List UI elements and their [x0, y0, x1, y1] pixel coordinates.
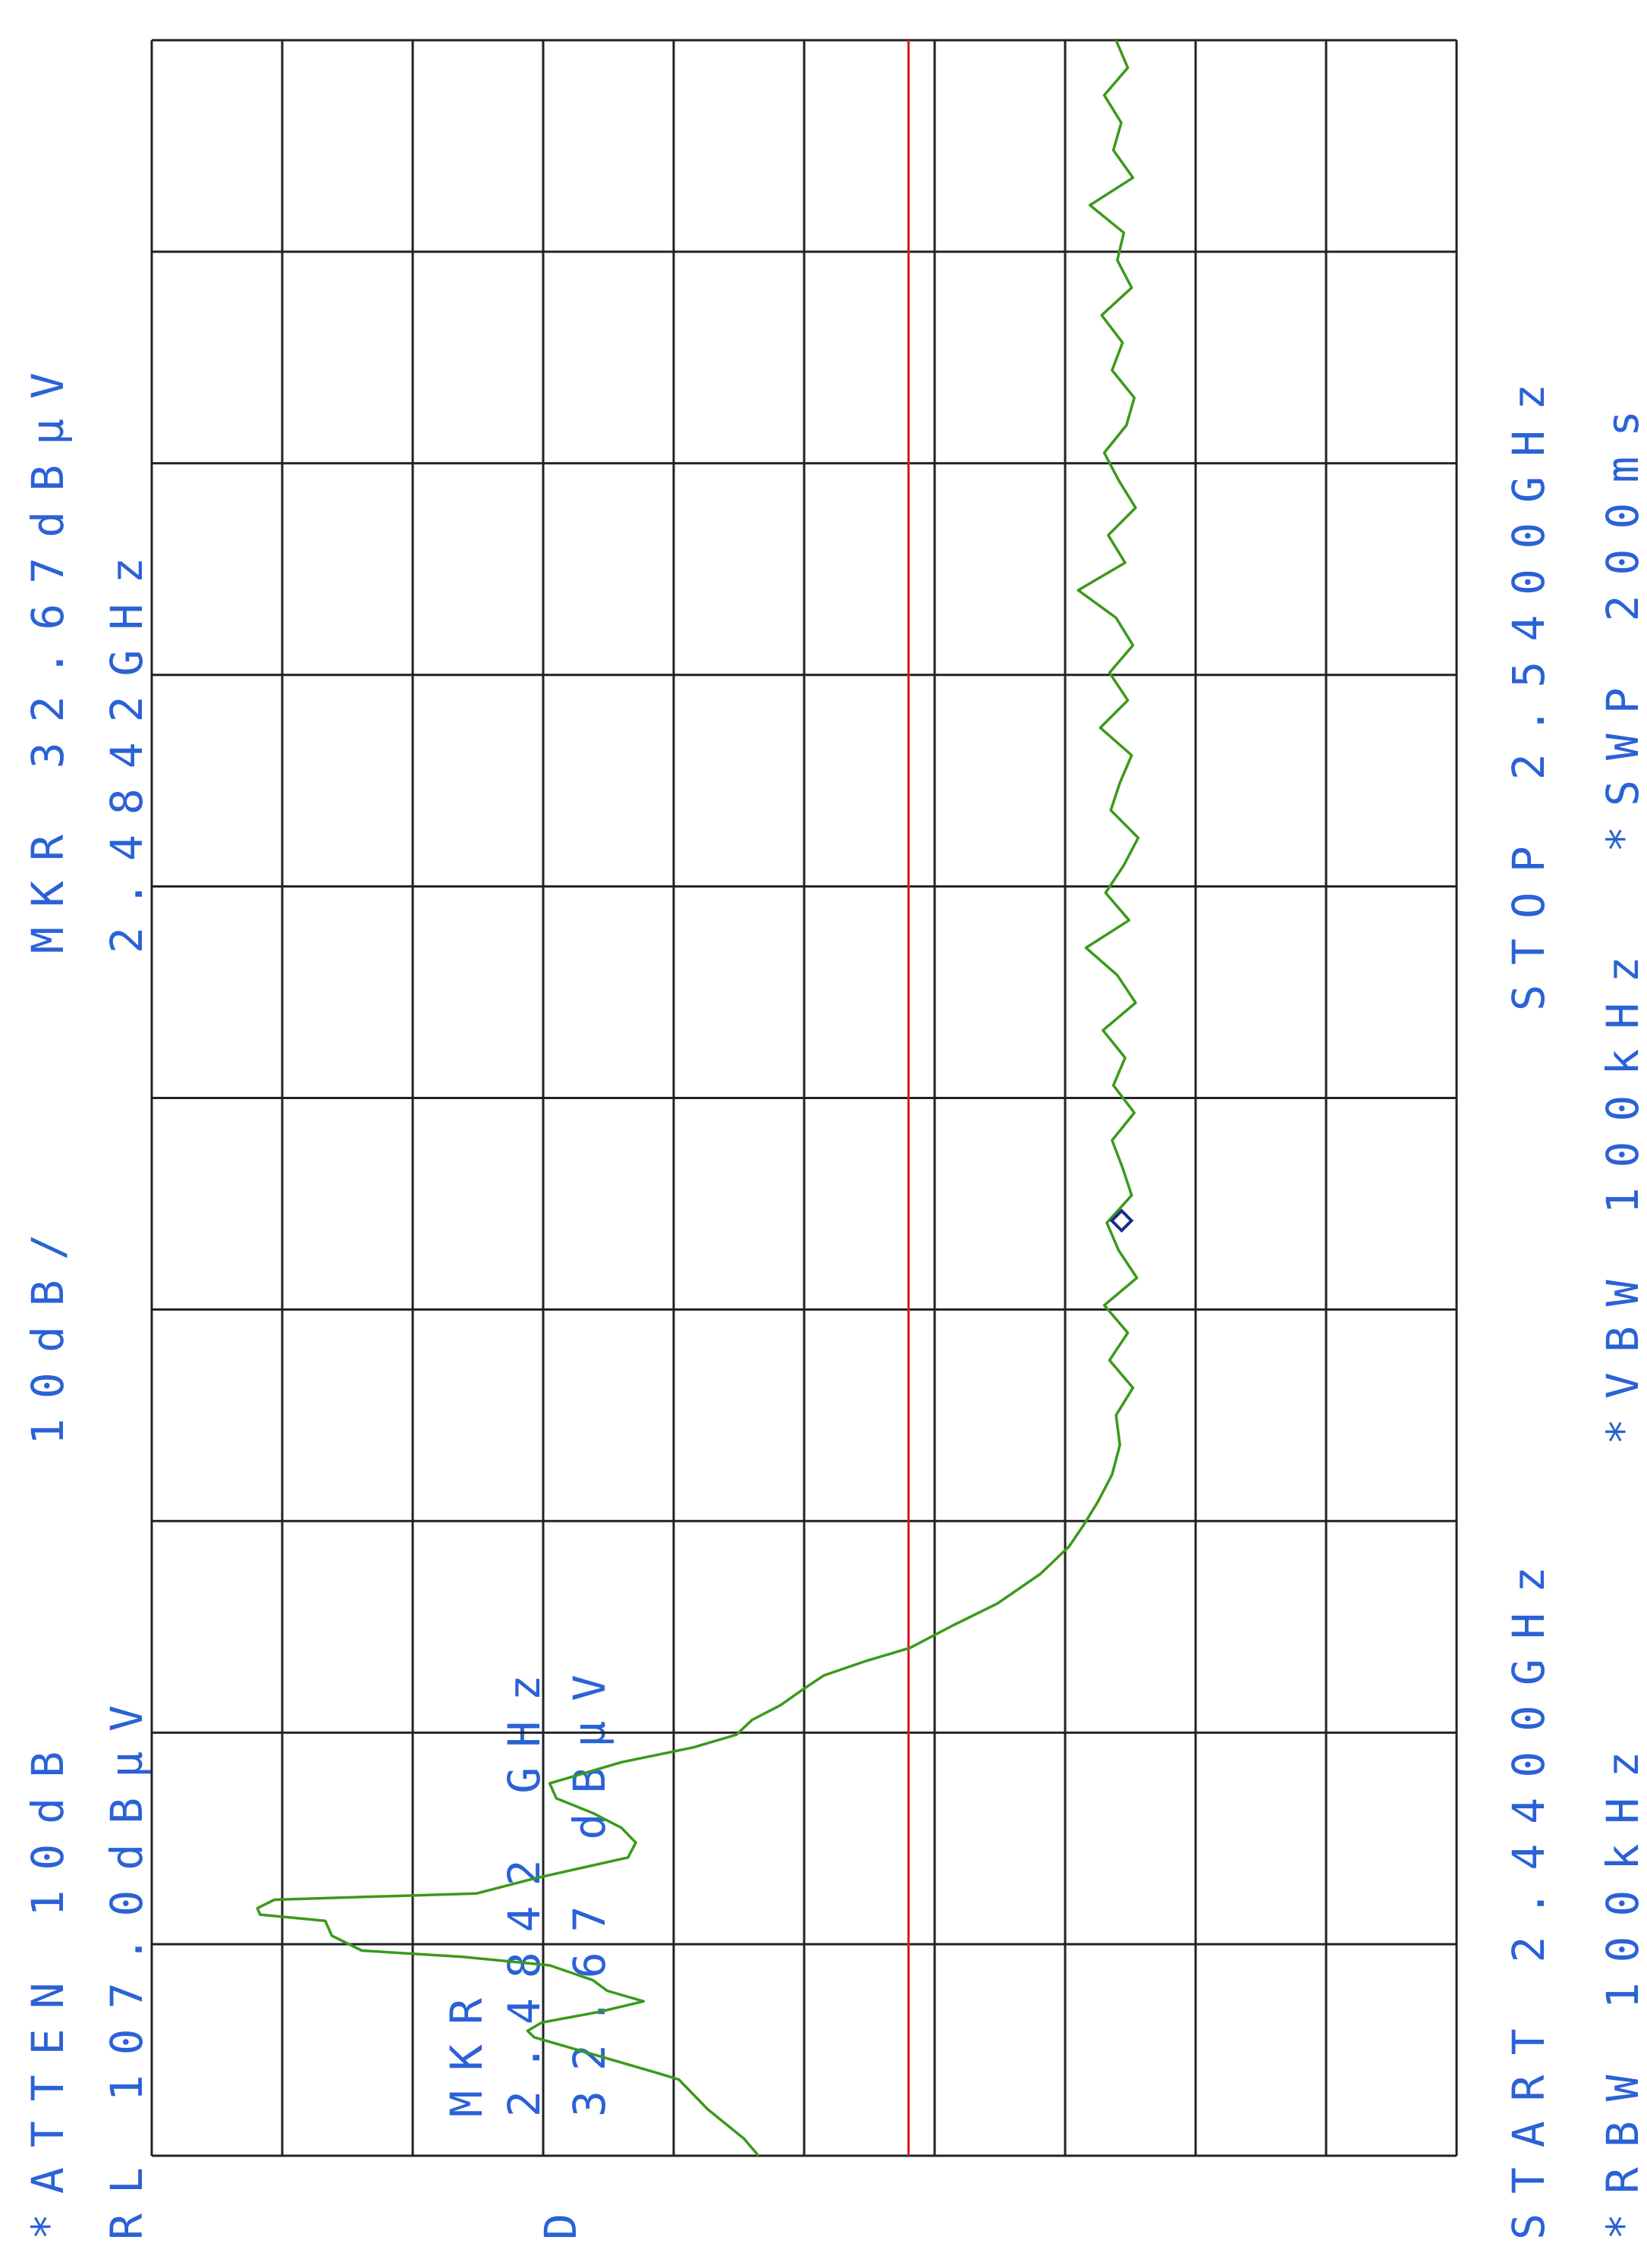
marker-diamond: [1109, 1208, 1134, 1233]
scale: 10dB/: [22, 1214, 74, 1445]
rotated-plot: *ATTEN 10dB RL 107.0dBµV 10dB/ MKR 32.67…: [22, 39, 1647, 2240]
attenuation: *ATTEN 10dB: [22, 1732, 74, 2240]
detector: D: [535, 2194, 586, 2240]
stop-frequency: STOP 2.5400GHz: [1503, 364, 1554, 1011]
start-frequency: START 2.4400GHz: [1503, 1547, 1554, 2240]
vbw: *VBW 100kHz: [1597, 937, 1647, 1445]
reference-level: RL 107.0dBµV: [101, 1685, 152, 2240]
marker-frequency: 2.4842GHz: [101, 538, 152, 953]
marker-readout: MKR 32.67dBµV: [22, 353, 74, 953]
rbw: *RBW 100kHz: [1597, 1732, 1647, 2240]
sweep: *SWP 200ms: [1597, 391, 1647, 853]
trace: [256, 39, 1140, 2157]
marker-label: MKR: [441, 1978, 492, 2117]
